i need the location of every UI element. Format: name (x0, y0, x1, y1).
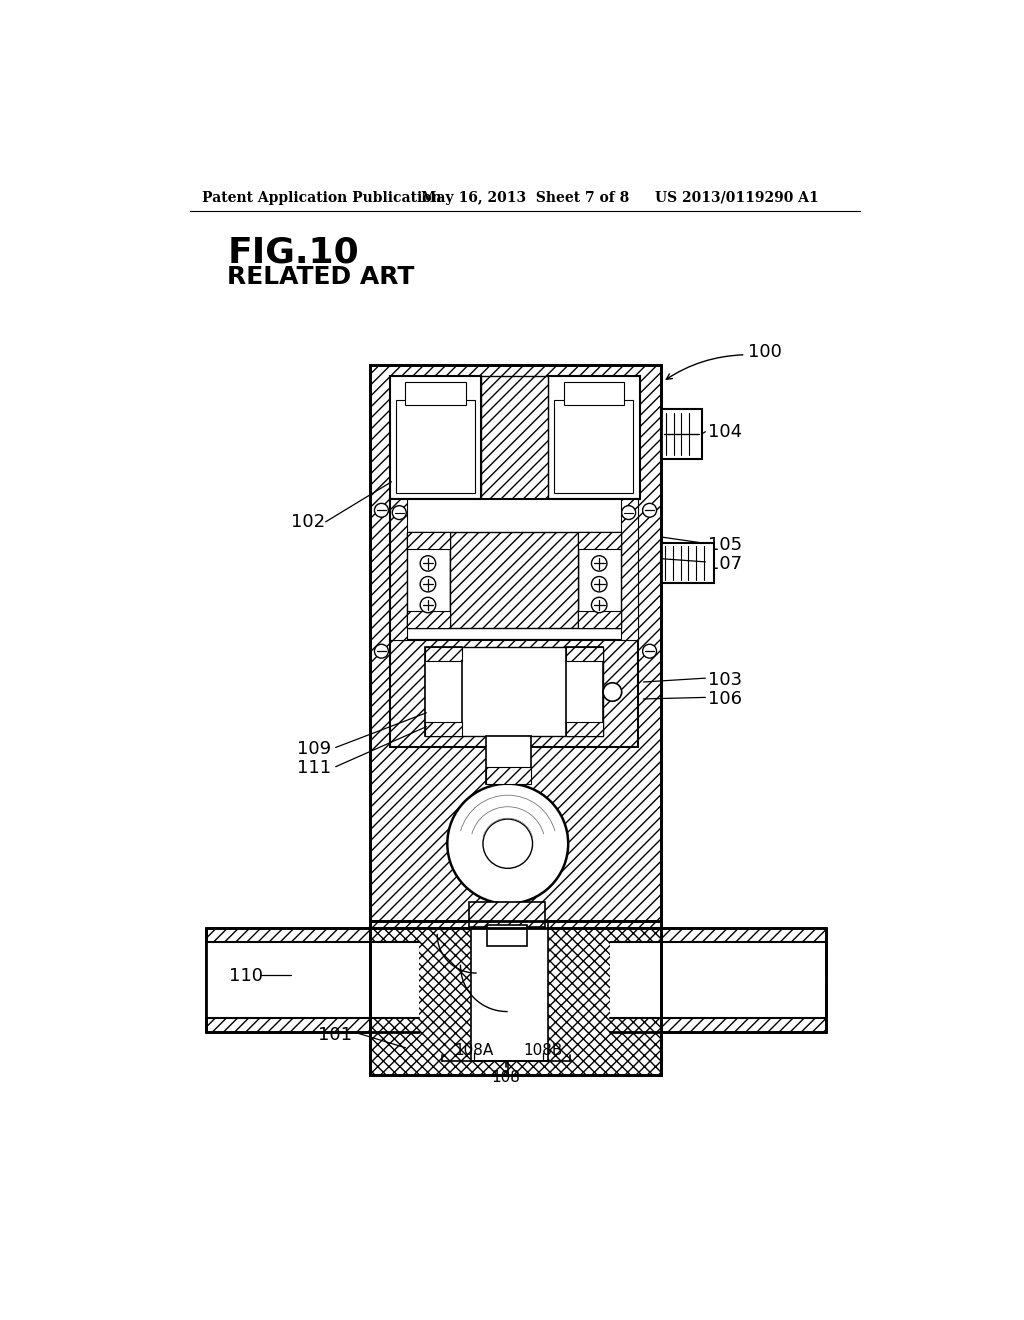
Bar (579, 532, 621, 549)
Bar (486, 767, 531, 784)
Text: 102: 102 (291, 513, 325, 531)
Text: 101: 101 (317, 1026, 352, 1044)
Text: 108: 108 (492, 1071, 520, 1085)
Circle shape (603, 682, 622, 701)
Text: 104: 104 (708, 422, 741, 441)
Text: 108B: 108B (523, 1043, 562, 1057)
Text: RELATED ART: RELATED ART (227, 264, 415, 289)
Text: 108A: 108A (455, 1043, 494, 1057)
Circle shape (420, 577, 435, 591)
Bar (407, 532, 450, 549)
Bar (483, 904, 531, 921)
Circle shape (592, 556, 607, 572)
Bar (579, 532, 621, 628)
Circle shape (643, 644, 656, 659)
Text: US 2013/0119290 A1: US 2013/0119290 A1 (655, 191, 819, 205)
Bar (469, 903, 545, 927)
Bar (425, 647, 462, 661)
Text: 110: 110 (228, 968, 263, 985)
Bar (370, 364, 662, 928)
Circle shape (622, 506, 636, 520)
Circle shape (420, 556, 435, 572)
Bar (486, 924, 527, 946)
Text: 120: 120 (523, 859, 557, 878)
Bar (481, 375, 548, 499)
Bar (425, 647, 603, 737)
Text: 100: 100 (748, 343, 782, 362)
Bar (425, 722, 462, 737)
Text: 107: 107 (708, 556, 741, 573)
Bar (396, 400, 475, 492)
Bar (407, 532, 450, 628)
Bar (370, 921, 662, 1074)
Bar (662, 409, 701, 459)
Bar (611, 942, 824, 1019)
Bar (425, 647, 462, 737)
Circle shape (447, 784, 568, 904)
Circle shape (420, 597, 435, 612)
Text: 105: 105 (708, 536, 741, 554)
Bar (450, 532, 579, 628)
Bar (206, 942, 418, 1019)
Circle shape (375, 503, 388, 517)
Bar (566, 722, 603, 737)
Circle shape (643, 503, 656, 517)
Text: FIG.10: FIG.10 (227, 235, 359, 269)
Bar (548, 375, 640, 499)
Text: 111: 111 (297, 759, 331, 777)
Bar (390, 499, 407, 640)
Text: 106: 106 (708, 690, 741, 708)
Text: 103: 103 (708, 671, 741, 689)
Bar (390, 375, 481, 499)
Bar (390, 499, 638, 640)
Circle shape (592, 577, 607, 591)
Bar (406, 381, 466, 405)
Bar (471, 921, 548, 1061)
Bar (370, 921, 662, 1074)
Circle shape (392, 506, 407, 520)
Bar (621, 499, 638, 640)
Circle shape (592, 597, 607, 612)
Bar (371, 942, 420, 1019)
Text: May 16, 2013  Sheet 7 of 8: May 16, 2013 Sheet 7 of 8 (421, 191, 629, 205)
Bar (566, 647, 603, 661)
Bar (486, 737, 531, 784)
Circle shape (375, 644, 388, 659)
Bar (566, 647, 603, 737)
Bar (407, 611, 450, 628)
Bar (370, 364, 662, 928)
Bar (579, 611, 621, 628)
Bar (563, 381, 624, 405)
Bar (370, 921, 662, 1074)
Bar (610, 942, 660, 1019)
Text: Patent Application Publication: Patent Application Publication (202, 191, 441, 205)
Bar (390, 640, 638, 747)
Bar (610, 928, 825, 1032)
Bar (206, 928, 419, 1032)
Text: 109: 109 (297, 741, 331, 758)
Bar (662, 544, 714, 583)
Circle shape (483, 818, 532, 869)
Bar (554, 400, 633, 492)
